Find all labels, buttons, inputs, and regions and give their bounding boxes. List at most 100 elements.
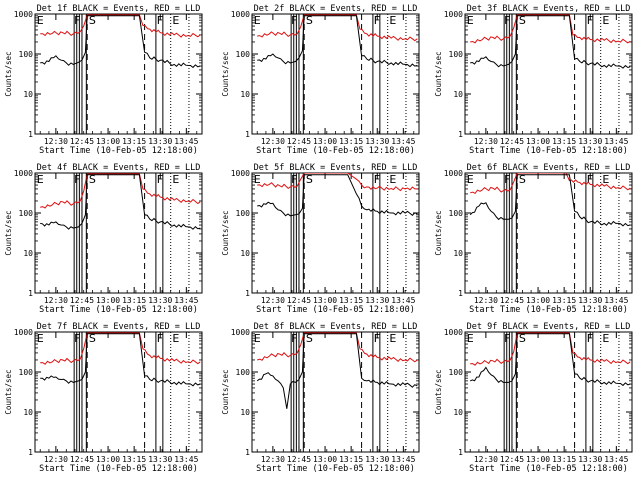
flag-label: E: [37, 14, 44, 27]
x-tick-label: 13:30: [578, 296, 602, 305]
x-tick-label: 13:00: [526, 455, 550, 464]
events-series-line: [469, 333, 631, 387]
axes-frame: [464, 13, 633, 135]
y-axis-label: Counts/sec: [4, 369, 13, 414]
x-tick-label: 12:30: [474, 137, 498, 146]
x-tick-label: 13:45: [604, 137, 628, 146]
lld-series-line: [257, 173, 418, 192]
y-tick-label: 100: [236, 50, 251, 59]
x-tick-label: 13:30: [578, 455, 602, 464]
flag-label: E: [37, 173, 44, 186]
flag-label: E: [37, 332, 44, 345]
x-tick-label: 12:30: [474, 455, 498, 464]
x-tick-label: 13:15: [122, 137, 146, 146]
lld-series-line: [257, 14, 418, 42]
y-tick-label: 1000: [444, 328, 463, 337]
x-tick-label: 13:30: [365, 137, 389, 146]
x-tick-label: 12:30: [474, 296, 498, 305]
flag-label: E: [172, 332, 179, 345]
x-axis-label: Start Time (10-Feb-05 12:18:00): [469, 305, 628, 315]
flag-label: F: [587, 173, 593, 186]
panel-det-7: Det 7f BLACK = Events, RED = LLD 1 10 100 10…: [4, 322, 203, 474]
flag-label: E: [602, 173, 609, 186]
y-tick-label: 10: [23, 90, 33, 99]
panel-title: Det 7f BLACK = Events, RED = LLD: [37, 322, 201, 332]
y-tick-label: 1: [28, 448, 33, 457]
series-group: [257, 173, 418, 217]
x-tick-label: 13:45: [174, 137, 198, 146]
flag-label: E: [602, 332, 609, 345]
time-markers: [290, 332, 407, 452]
x-tick-label: 12:45: [287, 455, 311, 464]
panel-title: Det 4f BLACK = Events, RED = LLD: [37, 163, 201, 173]
x-tick-label: 12:45: [70, 137, 94, 146]
panel-title: Det 9f BLACK = Events, RED = LLD: [467, 322, 631, 332]
x-tick-label: 13:45: [174, 296, 198, 305]
x-tick-label: 12:30: [261, 455, 285, 464]
y-axis-label: Counts/sec: [221, 210, 230, 255]
x-tick-label: 13:00: [313, 455, 337, 464]
flag-label: S: [519, 173, 526, 186]
series-group: [256, 332, 418, 409]
flag-label: E: [467, 173, 474, 186]
flag-label: S: [519, 332, 526, 345]
x-tick-label: 13:15: [552, 296, 576, 305]
y-tick-label: 1: [28, 130, 33, 139]
x-axis-label: Start Time (10-Feb-05 12:18:00): [256, 146, 415, 156]
y-tick-label: 1: [245, 130, 250, 139]
x-tick-label: 13:30: [365, 455, 389, 464]
flag-label: S: [306, 332, 313, 345]
x-tick-label: 13:00: [96, 296, 120, 305]
series-group: [470, 14, 631, 69]
events-series-line: [257, 15, 418, 68]
x-tick-label: 13:15: [339, 137, 363, 146]
time-markers: [503, 173, 620, 293]
panel-det-3: Det 3f BLACK = Events, RED = LLD 1 10 100 10…: [434, 4, 633, 156]
time-markers: [290, 14, 407, 134]
flag-label: E: [389, 173, 396, 186]
flag-label: F: [374, 14, 380, 27]
x-tick-label: 13:00: [313, 296, 337, 305]
flag-label: F: [504, 14, 510, 27]
panel-det-1: Det 1f BLACK = Events, RED = LLD 1 10 100 10…: [4, 4, 203, 156]
lld-series-line: [470, 332, 631, 366]
lld-series-line: [40, 332, 201, 365]
lld-series-line: [470, 14, 631, 44]
panel-det-2: Det 2f BLACK = Events, RED = LLD 1 10 100 10…: [221, 4, 420, 156]
flag-label: E: [254, 332, 261, 345]
panel-title: Det 6f BLACK = Events, RED = LLD: [467, 163, 631, 173]
events-series-line: [40, 174, 201, 230]
x-tick-label: 13:15: [122, 455, 146, 464]
panel-title: Det 1f BLACK = Events, RED = LLD: [37, 4, 201, 14]
y-tick-label: 10: [453, 408, 463, 417]
flag-label: E: [254, 14, 261, 27]
y-tick-label: 1000: [444, 10, 463, 19]
flag-label: F: [74, 173, 80, 186]
y-tick-label: 100: [19, 209, 34, 218]
flag-label: S: [306, 173, 313, 186]
x-tick-label: 12:45: [70, 455, 94, 464]
y-axis-label: Counts/sec: [434, 210, 443, 255]
flag-label: S: [89, 332, 96, 345]
axes-frame: [34, 331, 203, 453]
lld-series-line: [470, 173, 631, 195]
events-series-line: [257, 174, 418, 217]
panel-det-5: Det 5f BLACK = Events, RED = LLD 1 10 100 10…: [221, 163, 420, 315]
lld-series-line: [257, 332, 418, 363]
y-tick-label: 100: [19, 368, 34, 377]
x-axis-label: Start Time (10-Feb-05 12:18:00): [469, 464, 628, 474]
flag-label: S: [89, 14, 96, 27]
flag-label: E: [389, 332, 396, 345]
x-tick-label: 12:30: [261, 296, 285, 305]
series-group: [257, 14, 418, 68]
panel-det-8: Det 8f BLACK = Events, RED = LLD 1 10 100 10…: [221, 322, 420, 474]
flag-label: F: [157, 173, 163, 186]
flag-label: F: [157, 332, 163, 345]
axes-frame: [251, 13, 420, 135]
lld-series-line: [40, 14, 201, 38]
x-tick-label: 13:15: [552, 455, 576, 464]
y-axis-label: Counts/sec: [434, 369, 443, 414]
y-tick-label: 100: [236, 209, 251, 218]
